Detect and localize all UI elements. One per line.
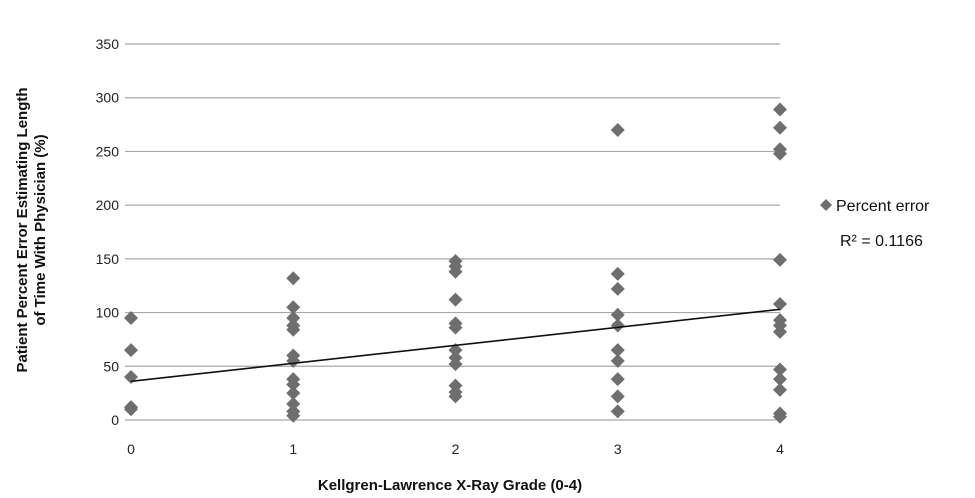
data-point [610,404,625,419]
data-point [610,266,625,281]
data-point [124,370,138,385]
data-point [286,322,301,337]
data-point [610,343,625,358]
data-point [286,396,301,411]
data-point [773,120,787,135]
x-tick-label: 2 [452,441,460,457]
data-point [286,408,301,423]
x-tick-label: 4 [776,441,784,457]
data-point [610,318,625,333]
r-squared-label: R² = 0.1166 [840,233,923,250]
y-tick-label: 150 [96,251,120,267]
data-point [773,372,787,387]
data-point [124,402,138,417]
data-point [610,307,625,322]
legend: Percent error R² = 0.1166 [820,198,930,250]
legend-marker [820,199,832,211]
data-point [610,389,625,404]
data-point [286,300,301,315]
trendline [130,308,781,383]
data-point [773,324,787,339]
data-point [286,377,301,392]
data-point [286,310,301,325]
data-point [448,264,463,279]
y-axis-title-line1: Patient Percent Error Estimating Length [14,87,31,372]
y-tick-label: 100 [96,305,120,321]
data-point [773,362,787,377]
data-point [610,372,625,387]
y-tick-labels: 0 50 100 150 200 250 300 350 [96,36,120,428]
x-tick-labels: 0 1 2 3 4 [127,441,784,457]
data-point [448,389,463,404]
data-point [773,382,787,397]
data-point [448,292,463,307]
y-tick-label: 0 [111,412,119,428]
data-point [773,146,787,161]
gridlines [125,43,780,421]
data-point [773,252,787,267]
data-point [448,320,463,335]
data-point [773,296,787,311]
data-point [610,281,625,296]
y-tick-label: 50 [103,358,119,374]
y-tick-label: 300 [96,90,120,106]
y-tick-label: 250 [96,143,120,159]
data-point [448,357,463,372]
x-tick-label: 1 [289,441,297,457]
data-point [773,409,787,424]
data-point [448,343,463,358]
y-axis-title-line2: of Time With Physician (%) [32,134,49,325]
x-tick-label: 0 [127,441,135,457]
data-point [124,343,138,358]
data-point [610,122,625,137]
data-points [124,102,787,424]
x-tick-label: 3 [614,441,622,457]
y-tick-label: 350 [96,36,120,52]
data-point [610,353,625,368]
data-point [124,310,138,325]
data-point [773,102,787,117]
legend-label: Percent error [836,198,930,215]
data-point [286,271,301,286]
data-point [286,386,301,401]
y-tick-label: 200 [96,197,120,213]
x-axis-title: Kellgren-Lawrence X-Ray Grade (0-4) [318,477,582,494]
